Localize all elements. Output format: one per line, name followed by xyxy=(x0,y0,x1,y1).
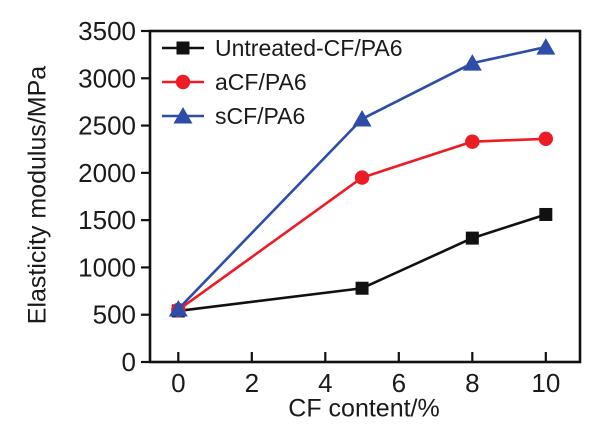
legend-item-2: sCF/PA6 xyxy=(162,99,402,133)
y-axis-title: Elasticity modulus/MPa xyxy=(23,65,52,325)
legend-label: sCF/PA6 xyxy=(215,102,306,129)
series-line-2 xyxy=(177,45,547,310)
series-2-point-2 xyxy=(462,54,482,71)
legend-label: Untreated-CF/PA6 xyxy=(215,34,403,61)
y-tick-label: 2000 xyxy=(78,158,136,188)
series-2-point-1 xyxy=(352,109,372,127)
series-line-1 xyxy=(177,137,546,312)
legend-item-1: aCF/PA6 xyxy=(162,65,402,99)
x-tick-label: 10 xyxy=(531,368,560,398)
legend-label: aCF/PA6 xyxy=(215,68,307,95)
y-tick-label: 2500 xyxy=(78,111,136,141)
legend-marker-triangle-icon xyxy=(162,107,204,124)
legend-marker-circle-icon xyxy=(162,74,204,90)
series-0-point-1 xyxy=(355,281,369,295)
series-1-point-1 xyxy=(354,170,370,185)
legend-item-0: Untreated-CF/PA6 xyxy=(162,31,402,65)
legend-marker-shape xyxy=(173,107,193,124)
series-2-point-0 xyxy=(168,300,188,317)
x-tick-label: 2 xyxy=(245,368,259,398)
series-1-point-3 xyxy=(538,131,554,147)
series-0-point-2 xyxy=(465,231,479,245)
y-tick-label: 1500 xyxy=(78,205,136,235)
y-tick-label: 3000 xyxy=(78,63,136,93)
series-0-point-3 xyxy=(539,207,553,221)
y-tick-label: 500 xyxy=(93,300,136,330)
x-tick-label: 6 xyxy=(392,368,406,398)
legend-marker-square-icon xyxy=(162,41,204,55)
plot-border xyxy=(148,29,582,364)
y-tick-label: 3500 xyxy=(78,16,136,46)
x-axis-title: CF content/% xyxy=(288,394,440,423)
legend-marker-shape xyxy=(176,41,190,55)
series-2-point-3 xyxy=(536,38,556,55)
series-line-0 xyxy=(178,213,547,313)
x-tick-label: 0 xyxy=(171,368,185,398)
series-1-point-2 xyxy=(465,134,480,149)
y-tick-label: 0 xyxy=(122,347,136,377)
y-tick-label: 1000 xyxy=(78,252,136,282)
legend-marker-shape xyxy=(175,74,191,90)
x-tick-label: 4 xyxy=(318,368,332,398)
legend: Untreated-CF/PA6 aCF/PA6 sCF/PA6 xyxy=(162,31,402,133)
x-tick-label: 8 xyxy=(465,368,479,398)
